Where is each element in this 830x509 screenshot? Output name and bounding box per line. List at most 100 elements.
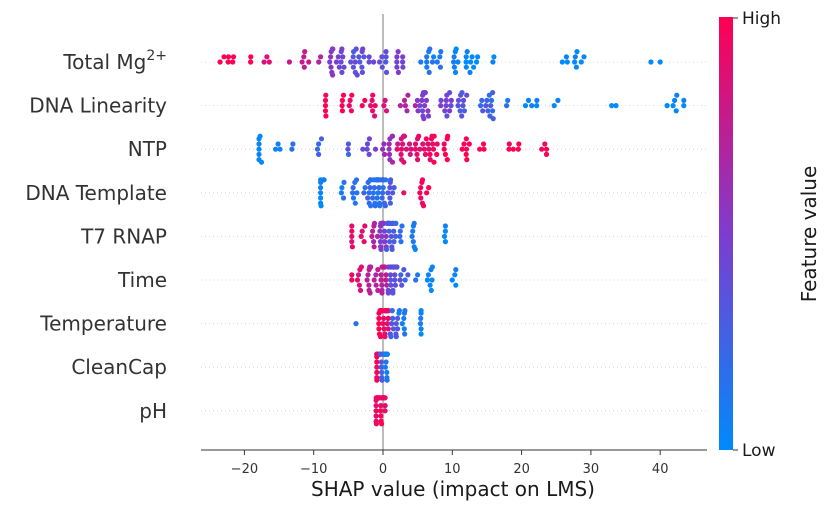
shap-point	[372, 113, 378, 119]
shap-point	[322, 97, 329, 103]
shap-point	[444, 113, 450, 119]
shap-point	[397, 103, 403, 109]
shap-point	[421, 116, 427, 122]
shap-point	[381, 141, 387, 147]
shap-point	[648, 59, 654, 65]
shap-point	[377, 228, 383, 234]
shap-point	[425, 113, 432, 119]
shap-point	[448, 103, 454, 109]
shap-point	[379, 282, 385, 288]
shap-point	[361, 190, 367, 196]
shap-point	[318, 190, 324, 196]
shap-point	[574, 49, 580, 55]
shap-point	[316, 141, 322, 147]
shap-point	[491, 54, 497, 60]
shap-point	[387, 272, 394, 278]
x-axis-title: SHAP value (impact on LMS)	[311, 477, 595, 501]
shap-point	[394, 54, 400, 60]
shap-point	[370, 228, 376, 234]
shap-point	[385, 315, 391, 321]
shap-point	[490, 108, 496, 114]
shap-point	[438, 49, 444, 55]
feature-label: T7 RNAP	[80, 224, 167, 248]
shap-point	[542, 141, 548, 147]
shap-point	[372, 146, 379, 152]
shap-point	[428, 287, 434, 293]
shap-point	[442, 228, 448, 234]
shap-point	[479, 97, 485, 103]
shap-point	[349, 272, 355, 278]
shap-point	[257, 133, 263, 139]
shap-point	[681, 97, 687, 103]
shap-point	[442, 151, 448, 157]
shap-point	[385, 190, 391, 196]
shap-point	[273, 146, 279, 152]
shap-point	[443, 103, 449, 109]
shap-point	[423, 97, 429, 103]
shap-point	[384, 369, 390, 375]
shap-point	[490, 116, 496, 122]
shap-point	[429, 277, 435, 283]
shap-point	[375, 190, 381, 196]
shap-point	[390, 190, 396, 196]
shap-point	[424, 277, 430, 283]
shap-point	[425, 108, 431, 114]
shap-point	[383, 69, 390, 75]
shap-point	[365, 272, 371, 278]
colorbar: High Low Feature value	[719, 9, 821, 461]
shap-point	[394, 59, 400, 65]
shap-point	[401, 326, 407, 332]
shap-point	[225, 54, 232, 60]
shap-point	[370, 195, 376, 201]
shap-point	[221, 54, 227, 60]
shap-point	[461, 141, 467, 147]
shap-point	[401, 267, 407, 273]
shap-point	[339, 69, 345, 75]
shap-point	[381, 151, 388, 157]
shap-point	[445, 133, 451, 139]
shap-point	[301, 64, 307, 70]
shap-point	[441, 141, 447, 147]
shap-point	[381, 315, 387, 321]
shap-point	[387, 195, 393, 201]
shap-point	[360, 146, 366, 152]
shap-point	[463, 151, 469, 157]
shap-point	[370, 108, 376, 114]
shap-point	[339, 108, 345, 114]
shap-point	[327, 59, 333, 65]
shap-point	[302, 49, 308, 55]
shap-point	[346, 103, 352, 109]
shap-point	[353, 321, 359, 327]
shap-point	[434, 151, 440, 157]
shap-point	[387, 200, 393, 206]
shap-point	[572, 59, 578, 65]
shap-point	[391, 228, 397, 234]
shap-point	[301, 54, 307, 60]
shap-point	[336, 64, 342, 70]
shap-point	[370, 92, 376, 98]
shap-point	[469, 54, 475, 60]
shap-point	[448, 97, 454, 103]
shap-point	[392, 272, 398, 278]
shap-point	[345, 151, 352, 157]
shap-point	[466, 141, 472, 147]
shap-point	[488, 97, 495, 103]
shap-point	[449, 277, 455, 283]
shap-point	[377, 203, 383, 209]
shap-point	[376, 185, 382, 191]
shap-point	[345, 141, 351, 147]
shap-point	[399, 282, 405, 288]
shap-point	[384, 282, 390, 288]
shap-point	[463, 54, 469, 60]
shap-point	[453, 267, 459, 273]
shap-point	[422, 103, 428, 109]
shap-point	[390, 326, 396, 332]
shap-point	[355, 272, 362, 278]
shap-point	[383, 272, 389, 278]
x-tick-label: 10	[444, 462, 461, 477]
shap-point	[387, 185, 393, 191]
shap-point	[417, 146, 423, 152]
shap-point	[410, 239, 416, 245]
shap-point	[468, 59, 474, 65]
shap-point	[475, 54, 481, 60]
